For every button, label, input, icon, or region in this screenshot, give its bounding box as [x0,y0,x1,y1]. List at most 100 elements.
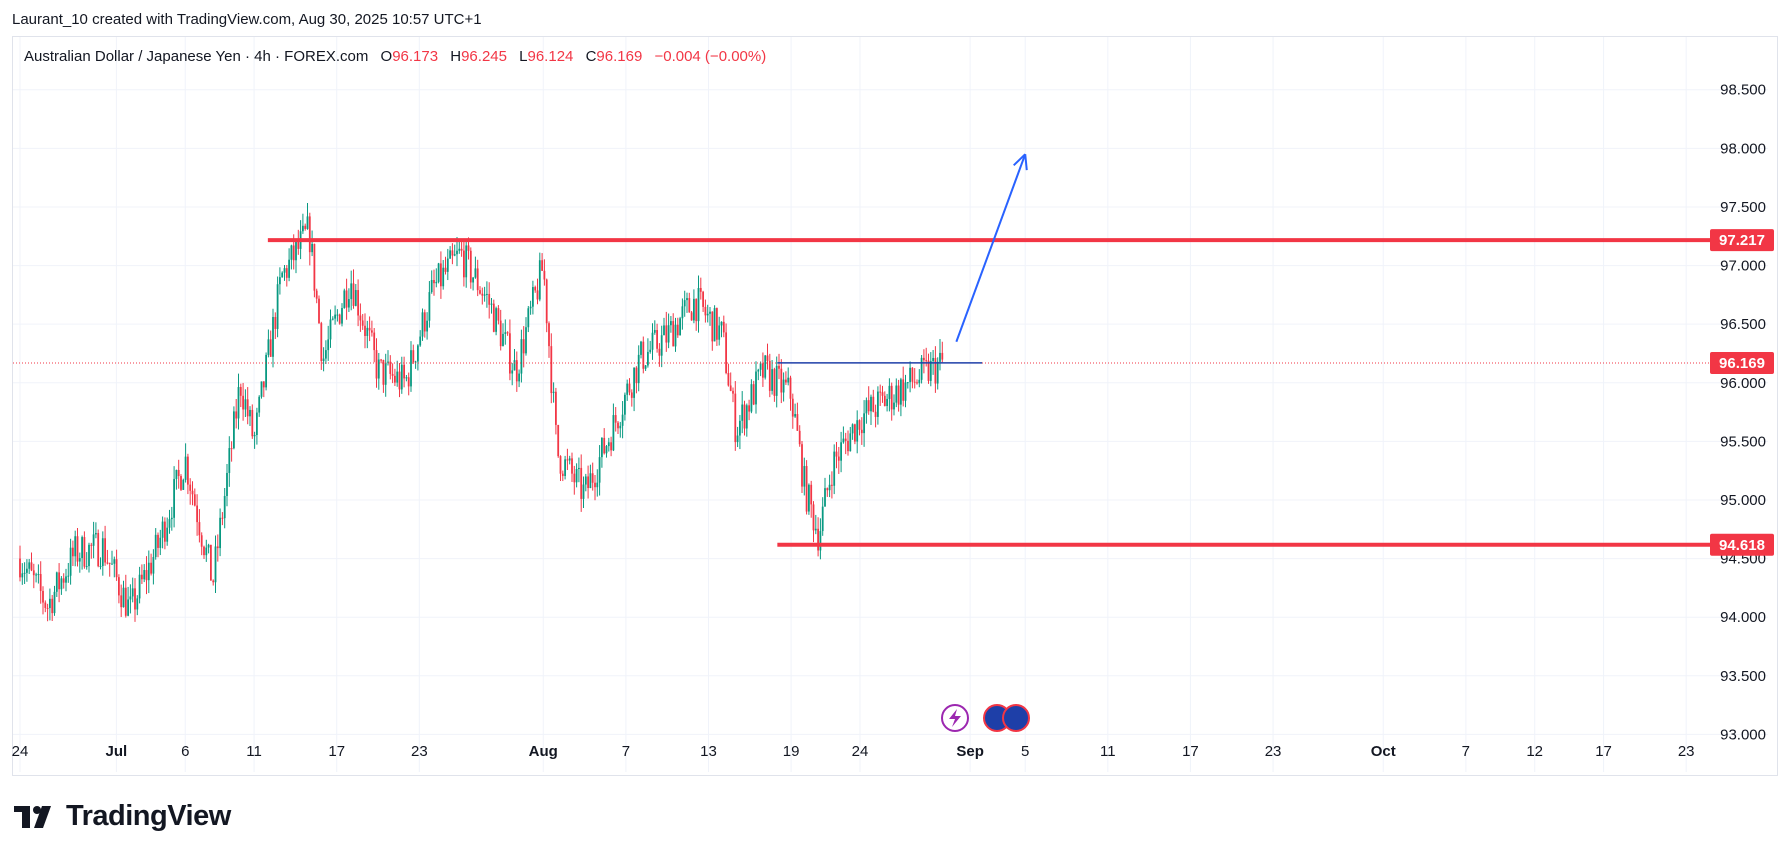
candlestick [911,367,914,389]
candle-body [704,306,707,316]
candle-body [292,245,295,261]
candlestick [331,316,334,321]
candle-body [743,404,746,429]
tradingview-logo-text: TradingView [66,800,231,832]
price-tag[interactable]: 94.618 [1710,533,1774,556]
candlestick [120,584,123,618]
candlestick [837,446,840,474]
candle-body [39,574,42,591]
candlestick [191,481,194,506]
candle-body [205,547,208,556]
candlestick [879,384,882,406]
tradingview-logo[interactable]: TradingView [14,800,231,833]
candle-body [122,587,125,608]
time-tick-label: 6 [181,743,189,760]
candle-body [716,308,718,340]
projection-arrow-shaft[interactable] [955,153,1027,343]
candle-body [364,325,366,336]
candle-body [495,308,497,332]
candlestick [858,419,861,436]
candlestick [805,460,808,515]
candle-body [28,562,31,569]
price-axis[interactable]: 93.00093.50094.00094.50095.00095.50096.0… [1710,82,1774,744]
candle-body [502,333,504,347]
candlestick [794,403,796,418]
candle-body [688,298,691,313]
candle-body [918,379,921,384]
candlestick [481,287,484,305]
candlestick [180,474,182,491]
candlestick [739,414,741,450]
candlestick [543,259,546,286]
candlestick [557,424,560,458]
candle-body [394,375,396,383]
candlestick [81,535,83,570]
candle-body [145,570,148,581]
candlestick [711,311,714,351]
candle-body [113,559,116,564]
candle-body [881,392,884,396]
time-tick-label: 17 [1182,743,1199,760]
candlestick [909,361,911,393]
candle-body [49,598,51,609]
candlestick [538,252,541,302]
candlestick-series [19,202,944,622]
candle-body [575,469,578,483]
australia-flag-icon[interactable] [1002,704,1030,732]
price-tag[interactable]: 96.169 [1710,351,1774,374]
candlestick [23,562,26,584]
price-tag-background [1710,533,1774,556]
candle-body [584,476,587,485]
candlestick [486,281,488,308]
candle-body [686,298,688,301]
candlestick [37,564,40,584]
candle-body [375,350,378,379]
candlestick [601,437,603,468]
candlestick [872,389,875,413]
candlestick [458,240,461,254]
candlestick [168,509,171,534]
candlestick [810,480,813,518]
candlestick [722,315,725,338]
candle-body [844,438,847,441]
candlestick [582,476,585,509]
candlestick [831,471,833,499]
candlestick [522,326,525,368]
candlestick [674,317,677,352]
candlestick [51,594,54,621]
candlestick [920,355,923,384]
candle-body [460,248,463,251]
candlestick [469,247,472,289]
candlestick [596,469,599,497]
candle-body [647,351,649,366]
candle-body [207,544,210,548]
candle-body [357,290,359,316]
candlestick [256,407,258,445]
candlestick [272,308,274,368]
candlestick [863,400,865,447]
candlestick [417,344,419,371]
candle-body [228,448,231,473]
candle-body [610,442,612,451]
candle-body [867,400,870,412]
candle-body [771,369,773,391]
candle-body [279,277,281,285]
candlestick [607,437,610,452]
event-markers[interactable] [941,704,1030,732]
candle-body [534,287,537,291]
chart-grid [13,37,1768,772]
candlestick [106,549,109,565]
candle-body [773,369,776,396]
candlestick [228,436,231,487]
candle-body [315,290,318,299]
price-tick-label: 95.000 [1720,492,1766,509]
candlestick [265,352,267,391]
candlestick [394,368,396,387]
price-tag[interactable]: 97.217 [1710,229,1774,252]
time-axis[interactable]: 24 Jul 6 11 17 23 Aug 7 13 19 24 Sep 5 11 17 23 Oct 7 12 17… [12,743,1695,760]
candle-body [518,373,520,382]
candlestick [230,441,233,462]
candlestick [327,325,330,361]
time-tick-label: 11 [1100,743,1116,760]
